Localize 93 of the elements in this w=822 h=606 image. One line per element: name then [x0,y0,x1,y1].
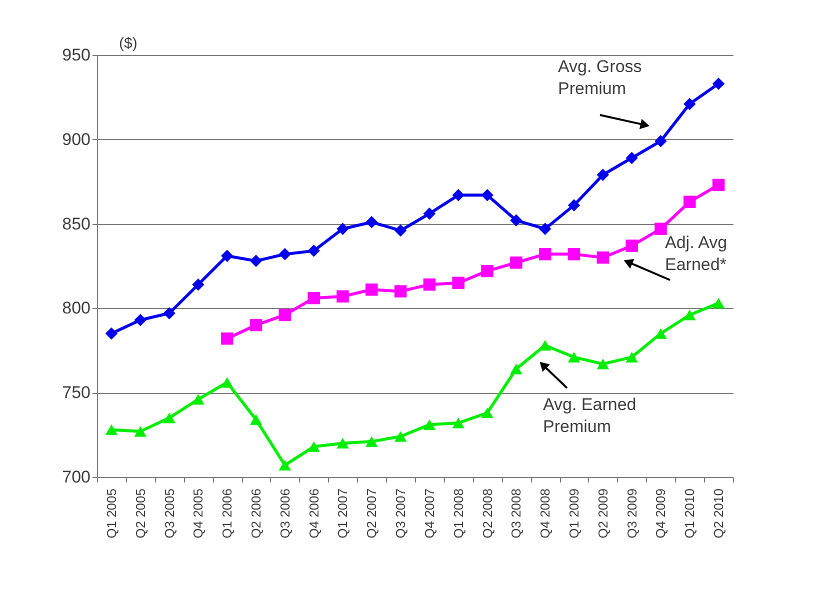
point [423,208,436,220]
y-tick-label: 950 [62,46,90,64]
x-tick-label: Q4 2008 [538,488,553,538]
point [452,276,464,290]
x-tick-label: Q4 2006 [306,488,322,538]
x-tick-label: Q1 2009 [566,488,582,538]
point [366,284,378,296]
y-tick-label: 800 [62,298,90,318]
x-tick-label: Q1 2007 [335,488,350,538]
x-tick-label: Q3 2008 [508,488,524,538]
point [596,251,610,264]
point [423,278,436,291]
y-axis-title: ($) [119,35,138,52]
point [568,199,580,212]
point [596,358,610,370]
point [220,332,234,345]
point [163,307,176,320]
point [596,168,610,181]
point [220,250,234,262]
point [626,152,638,164]
y-tick-label: 900 [62,130,90,149]
point [105,327,118,340]
point [336,438,349,449]
point [684,98,696,110]
point [538,248,552,260]
point [654,134,667,148]
x-tick-label: Q2 2007 [364,488,380,538]
point [308,292,320,304]
point [510,364,522,374]
x-tick-label: Q4 2009 [653,488,668,538]
point [538,222,552,235]
x-tick-label: Q3 2006 [277,488,292,538]
point [250,318,262,332]
y-tick-label: 850 [62,214,90,234]
point [568,248,580,260]
point [250,414,262,425]
point [654,222,667,235]
point [712,78,725,90]
point [394,285,407,298]
point [684,310,696,320]
point [250,254,262,268]
x-tick-label: Q3 2005 [162,488,177,538]
x-tick-label: Q1 2010 [682,488,698,538]
point [481,264,494,278]
point [510,256,522,269]
point [394,431,407,442]
x-tick-label: Q1 2006 [220,488,235,538]
point [510,214,522,227]
x-tick-label: Q3 2009 [624,488,640,538]
point [712,298,725,308]
x-tick-label: Q2 2008 [480,488,495,538]
x-tick-label: Q2 2005 [132,488,148,538]
point [684,196,696,208]
point [394,224,407,237]
x-tick-label: Q4 2007 [422,488,437,538]
x-tick-label: Q4 2005 [190,488,206,538]
point [654,328,667,339]
point [626,240,638,252]
x-tick-label: Q1 2008 [450,488,466,538]
point [568,352,580,362]
point [278,460,292,470]
x-tick-label: Q2 2006 [248,488,264,538]
point [134,426,146,437]
point [452,188,464,202]
point [278,248,292,260]
point [336,290,349,303]
x-tick-label: Q2 2010 [711,488,726,538]
point [481,188,494,202]
text: Avg. Gross Premium [558,57,642,98]
point [481,408,494,418]
point [366,216,378,228]
point [163,412,176,424]
point [134,314,146,326]
point [192,394,204,405]
point [423,419,436,430]
series-label: Avg. Earned Premium [543,395,636,436]
point [105,424,118,436]
point [712,178,725,192]
x-tick-label: Q3 2007 [393,488,408,538]
point [308,244,320,257]
point [452,418,464,428]
series-label: Adj. Avg Earned* [665,233,728,274]
point [192,278,204,291]
point [278,308,292,322]
point [308,441,320,452]
point [626,352,638,362]
y-tick-label: 700 [62,468,90,486]
point [366,436,378,447]
point [336,222,349,235]
x-tick-label: Q1 2005 [104,488,119,538]
y-tick-label: 750 [62,383,90,402]
point [220,377,234,388]
x-tick-label: Q2 2009 [595,488,610,538]
